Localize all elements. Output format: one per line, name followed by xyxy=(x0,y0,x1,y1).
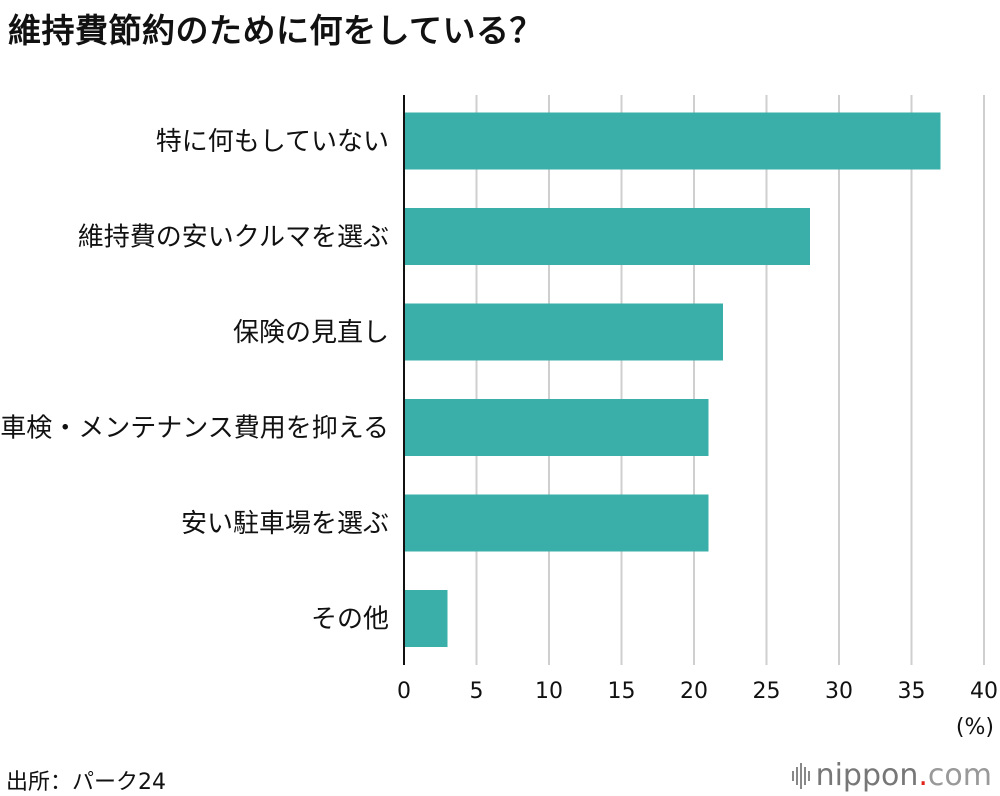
x-axis-unit-label: (%) xyxy=(956,715,994,740)
category-labels: 特に何もしていない維持費の安いクルマを選ぶ保険の見直し車検・メンテナンス費用を抑… xyxy=(0,127,389,635)
bars xyxy=(404,112,941,647)
grid-lines xyxy=(475,95,985,665)
bar xyxy=(404,208,810,265)
category-label: 維持費の安いクルマを選ぶ xyxy=(78,223,389,253)
nippon-logo: nippon. com xyxy=(791,758,992,793)
logo-dot: . xyxy=(918,758,928,793)
chart-title: 維持費節約のために何をしている？ xyxy=(8,11,544,50)
logo-suffix: com xyxy=(927,758,992,793)
bar xyxy=(404,590,448,647)
x-tick-labels: 0 5 10 15 20 25 30 35 40 xyxy=(397,679,998,704)
x-tick-label: 0 xyxy=(397,679,411,704)
logo-name: nippon xyxy=(815,758,919,793)
source-note: 出所：パーク24 xyxy=(6,770,166,795)
x-tick-label: 10 xyxy=(535,679,563,704)
x-tick-label: 35 xyxy=(898,679,926,704)
bar xyxy=(404,303,723,361)
x-tick-label: 5 xyxy=(470,679,484,704)
category-label: その他 xyxy=(311,605,389,635)
x-tick-label: 15 xyxy=(608,679,636,704)
category-label: 保険の見直し xyxy=(233,318,389,348)
x-tick-label: 30 xyxy=(825,679,853,704)
bar xyxy=(404,399,709,456)
category-label: 特に何もしていない xyxy=(156,127,389,157)
category-label: 安い駐車場を選ぶ xyxy=(181,509,389,539)
x-tick-label: 20 xyxy=(680,679,708,704)
bar xyxy=(404,112,941,170)
sound-wave-icon xyxy=(791,762,810,789)
x-tick-label: 40 xyxy=(970,679,998,704)
bar xyxy=(404,494,709,552)
category-label: 車検・メンテナンス費用を抑える xyxy=(0,414,389,444)
x-tick-label: 25 xyxy=(753,679,781,704)
